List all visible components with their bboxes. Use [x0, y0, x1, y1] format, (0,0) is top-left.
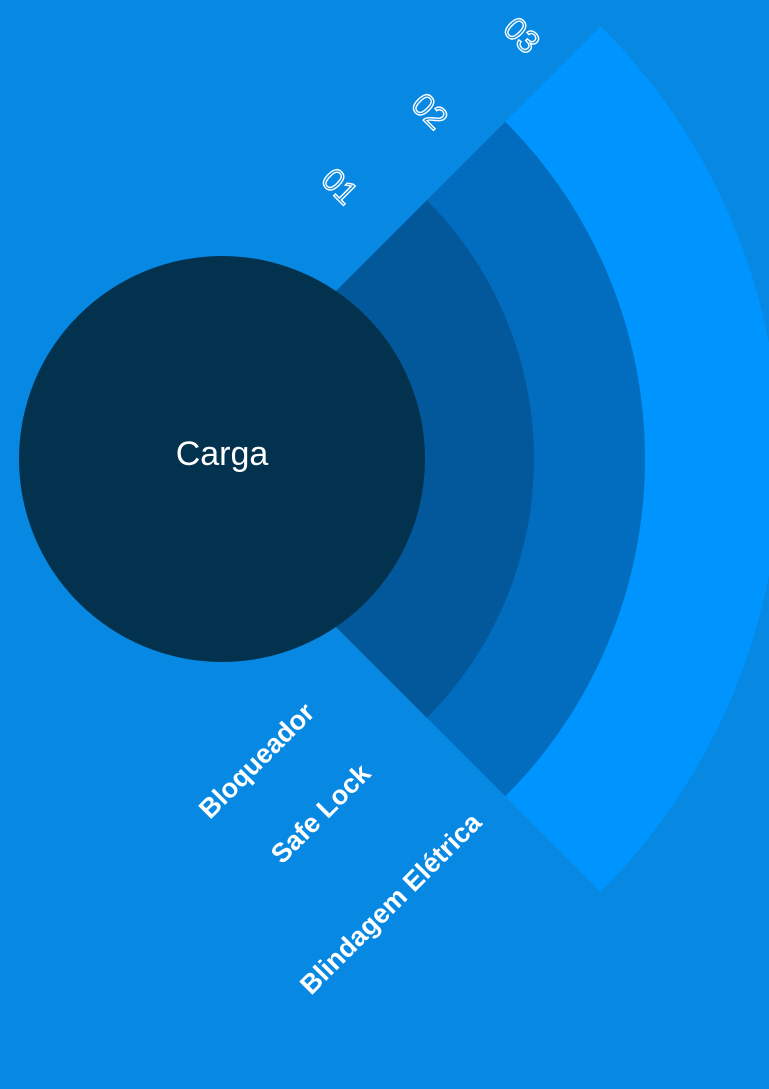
center-circle	[19, 256, 425, 662]
center-label: Carga	[176, 435, 269, 473]
